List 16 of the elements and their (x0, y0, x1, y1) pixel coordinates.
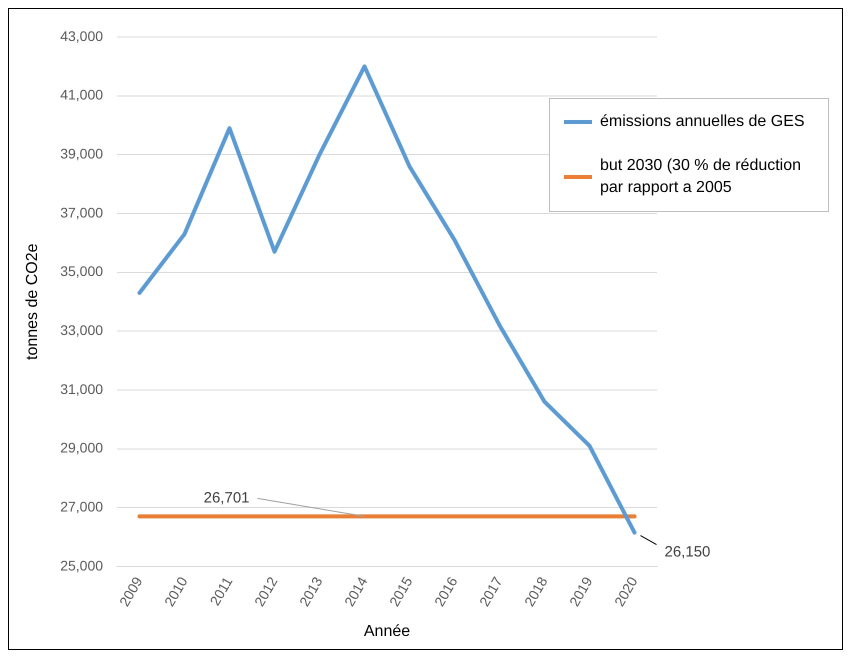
y-tick-label: 35,000 (60, 263, 104, 280)
y-tick-label: 33,000 (60, 322, 104, 338)
legend-label: émissions annuelles de GES (600, 112, 805, 132)
data-label: 26,150 (664, 544, 710, 561)
data-label: 26,701 (204, 490, 250, 507)
x-axis-title: Année (364, 622, 410, 640)
y-tick-label: 43,000 (60, 28, 104, 44)
y-tick-label: 41,000 (60, 86, 104, 103)
y-tick-label: 27,000 (60, 498, 104, 514)
y-axis-title: tonnes de CO2e (24, 243, 42, 360)
y-tick-label: 25,000 (60, 557, 104, 574)
y-tick-label: 31,000 (60, 380, 104, 397)
legend-label: but 2030 (30 % de réduction par rapport a 2005 (600, 156, 802, 198)
y-tick-label: 29,000 (60, 440, 104, 456)
y-tick-label: 39,000 (60, 146, 104, 162)
y-tick-label: 37,000 (60, 204, 104, 220)
